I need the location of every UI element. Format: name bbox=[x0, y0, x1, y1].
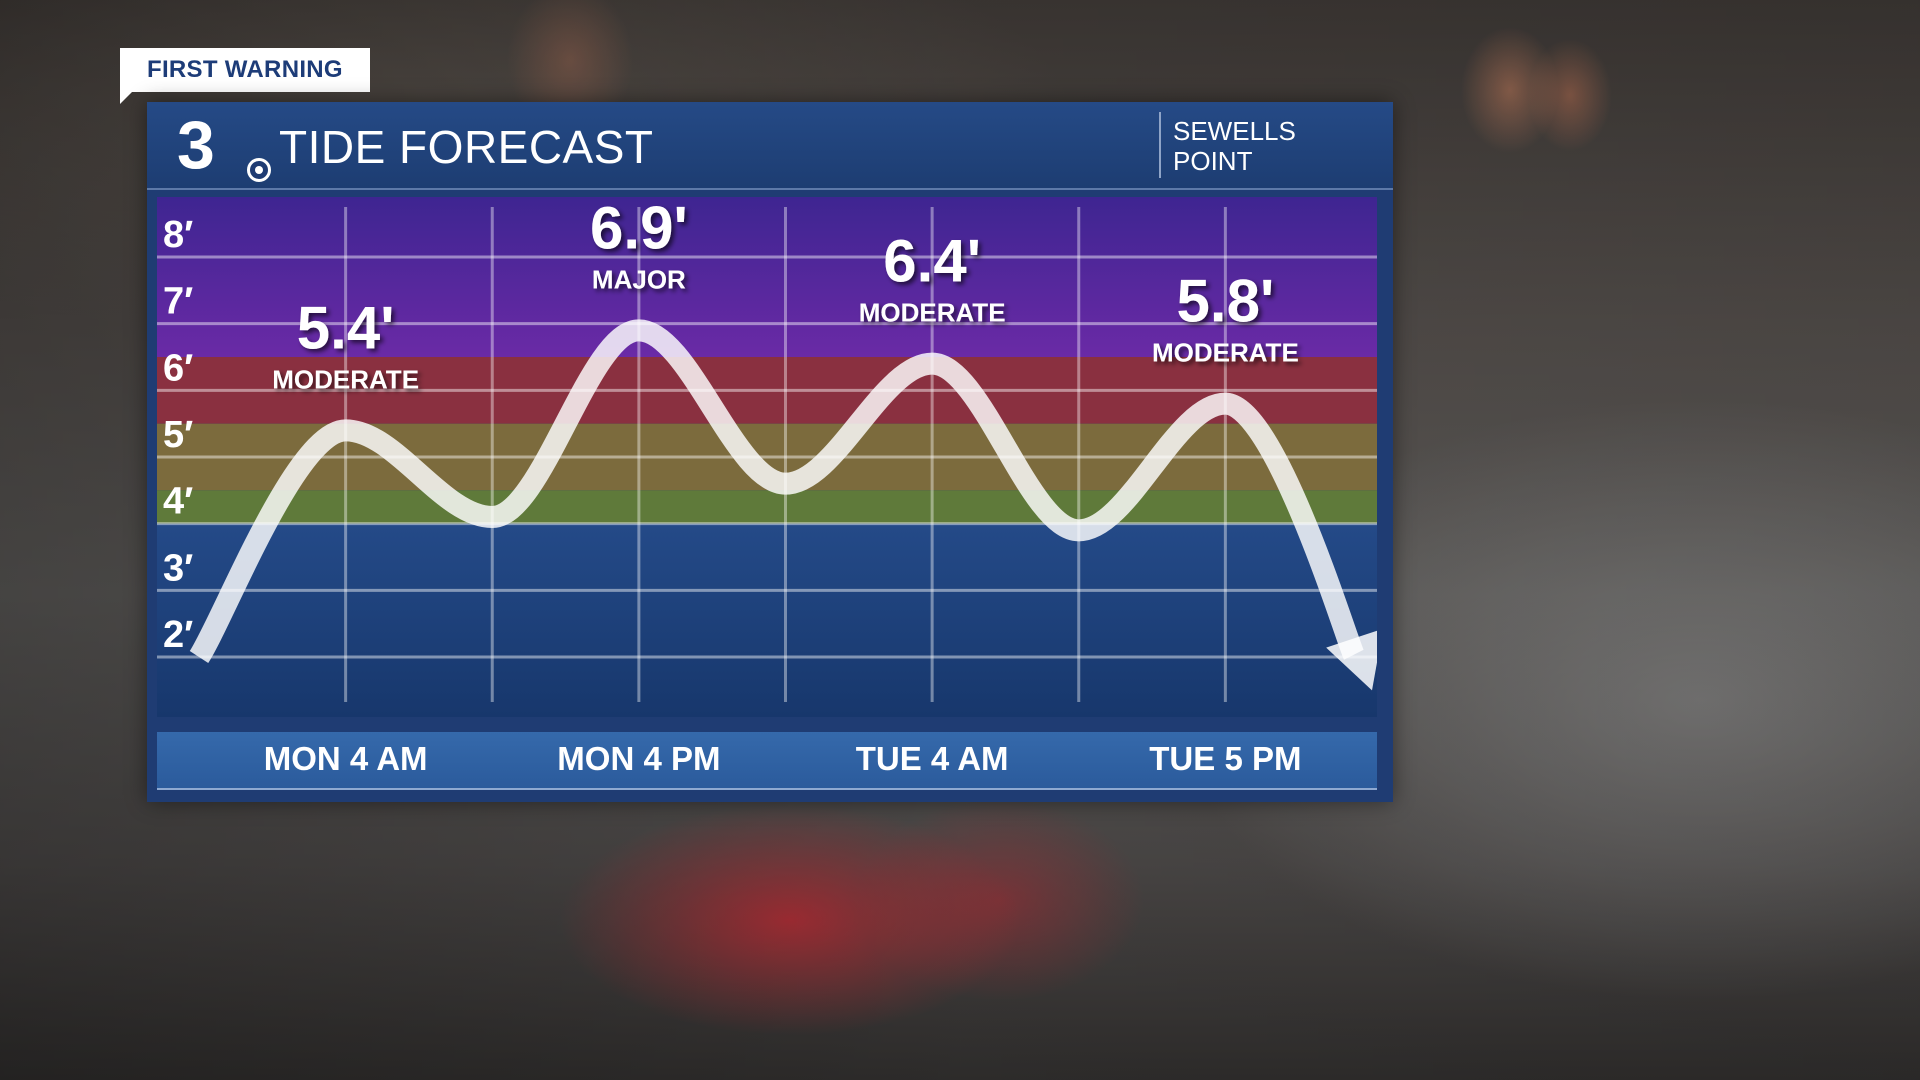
peak-value-label: 6.4' bbox=[883, 228, 981, 295]
peak-value-label: 5.8' bbox=[1177, 268, 1275, 335]
station-logo: 3 bbox=[177, 107, 271, 183]
location-line-2: POINT bbox=[1173, 146, 1253, 176]
peak-category-label: MODERATE bbox=[272, 364, 419, 394]
first-warning-badge: FIRST WARNING bbox=[120, 48, 370, 104]
page-title: TIDE FORECAST bbox=[279, 121, 654, 173]
band-major bbox=[157, 197, 1377, 357]
y-tick-label: 3′ bbox=[163, 547, 193, 589]
peak-value-label: 5.4' bbox=[297, 294, 395, 361]
y-tick-label: 8′ bbox=[163, 214, 193, 256]
y-tick-label: 4′ bbox=[163, 481, 193, 523]
panel-header: 3 TIDE FORECAST SEWELLS POINT bbox=[147, 102, 1393, 190]
peak-category-label: MODERATE bbox=[859, 298, 1006, 328]
tide-curve bbox=[189, 319, 1364, 663]
y-tick-label: 6′ bbox=[163, 347, 193, 389]
x-axis-bar: MON 4 AM MON 4 PM TUE 4 AM TUE 5 PM bbox=[157, 732, 1377, 790]
x-tick-label: MON 4 AM bbox=[263, 740, 428, 777]
x-tick-label: MON 4 PM bbox=[557, 740, 721, 777]
y-tick-label: 7′ bbox=[163, 281, 193, 323]
y-tick-label: 2′ bbox=[163, 614, 193, 656]
x-tick-label: TUE 5 PM bbox=[1149, 740, 1302, 777]
tide-forecast-panel: 3 TIDE FORECAST SEWELLS POINT 2′ 3′ 4′ 5′ 6 bbox=[147, 102, 1393, 802]
band-action bbox=[157, 490, 1377, 524]
x-tick-label: TUE 4 AM bbox=[855, 740, 1009, 777]
peak-category-label: MODERATE bbox=[1152, 338, 1299, 368]
band-moderate bbox=[157, 357, 1377, 424]
location-line-1: SEWELLS bbox=[1173, 116, 1296, 146]
peak-category-label: MAJOR bbox=[592, 264, 686, 294]
cbs-eye-icon bbox=[247, 158, 271, 182]
location-label: SEWELLS POINT bbox=[1173, 116, 1296, 176]
peak-value-label: 6.9' bbox=[590, 197, 688, 261]
band-normal bbox=[157, 523, 1377, 717]
header-divider bbox=[1159, 112, 1161, 178]
tide-arrowhead bbox=[1326, 630, 1377, 691]
station-logo-number: 3 bbox=[177, 107, 215, 183]
y-tick-label: 5′ bbox=[163, 414, 193, 456]
